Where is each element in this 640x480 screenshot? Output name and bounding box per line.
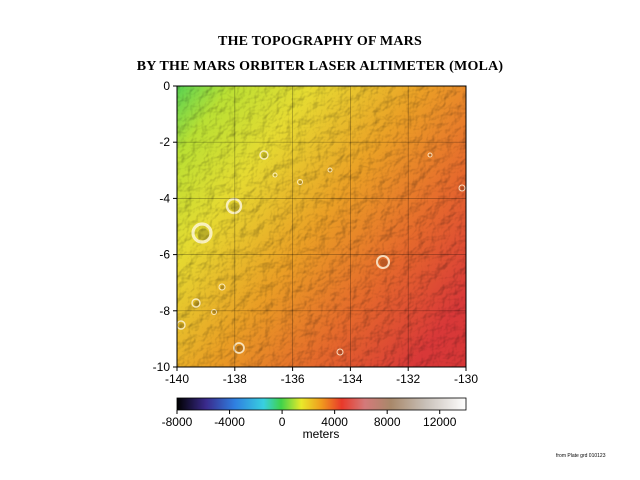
map-frame xyxy=(176,85,467,368)
crater-rim xyxy=(327,167,333,173)
colorbar-ticks: -8000 -4000 0 4000 8000 12000 xyxy=(162,410,457,429)
crater-rim xyxy=(375,254,391,270)
y-tick-label: -4 xyxy=(159,191,170,205)
crater-floor xyxy=(212,310,216,314)
crater-rim xyxy=(259,150,269,160)
colorbar-tick-label: 12000 xyxy=(423,415,457,429)
crater-floor xyxy=(460,186,465,191)
colorbar-tick-label: 4000 xyxy=(321,415,348,429)
x-tick-label: -134 xyxy=(338,372,362,386)
credit-text: from Plate grd 010123 xyxy=(556,453,606,459)
colorbar-tick-label: -8000 xyxy=(162,415,193,429)
crater-rim xyxy=(297,179,303,185)
crater-rim xyxy=(225,197,243,215)
x-tick-label: -132 xyxy=(396,372,420,386)
colorbar-tick-label: 0 xyxy=(279,415,286,429)
crater-floor xyxy=(236,345,243,352)
crater-floor xyxy=(429,154,432,157)
y-tick-label: -8 xyxy=(159,304,170,318)
colorbar-tick-label: -4000 xyxy=(214,415,245,429)
map-title-line-1: THE TOPOGRAPHY OF MARS xyxy=(218,34,422,49)
colorbar xyxy=(176,397,467,411)
hillshade-layer xyxy=(177,86,466,367)
crater-group xyxy=(177,150,466,356)
crater-floor xyxy=(329,169,332,172)
crater-floor xyxy=(197,228,210,241)
x-tick-label: -130 xyxy=(454,372,478,386)
y-axis: 0 -2 -4 -6 -8 -10 xyxy=(153,79,177,374)
x-tick-label: -140 xyxy=(165,372,189,386)
crater-floor xyxy=(230,202,240,212)
y-tick-label: -2 xyxy=(159,135,170,149)
x-tick-label: -138 xyxy=(223,372,247,386)
colorbar-label: meters xyxy=(303,427,340,441)
crater-floor xyxy=(194,301,200,307)
y-tick-label: -6 xyxy=(159,248,170,262)
crater-floor xyxy=(220,285,225,290)
crater-floor xyxy=(179,323,185,329)
crater-floor xyxy=(274,174,277,177)
crater-rim xyxy=(272,172,278,178)
topography-map xyxy=(177,86,466,367)
crater-rim xyxy=(218,283,226,291)
crater-rim xyxy=(211,309,217,315)
y-tick-label: -10 xyxy=(153,360,171,374)
crater-floor xyxy=(262,153,268,159)
crater-rim xyxy=(177,320,186,330)
x-tick-label: -136 xyxy=(281,372,305,386)
crater-rim xyxy=(336,348,344,356)
colorbar-tick-label: 8000 xyxy=(374,415,401,429)
crater-rim xyxy=(427,152,433,158)
crater-floor xyxy=(338,350,343,355)
crater-rim xyxy=(191,222,213,244)
crater-floor xyxy=(380,259,388,267)
x-axis: -140 -138 -136 -134 -132 -130 xyxy=(165,367,478,386)
crater-rim xyxy=(458,184,466,192)
crater-rim xyxy=(233,342,245,354)
y-tick-label: 0 xyxy=(163,79,170,93)
crater-rim xyxy=(191,298,201,308)
map-title-line-2: BY THE MARS ORBITER LASER ALTIMETER (MOL… xyxy=(136,59,504,74)
crater-floor xyxy=(298,180,302,184)
